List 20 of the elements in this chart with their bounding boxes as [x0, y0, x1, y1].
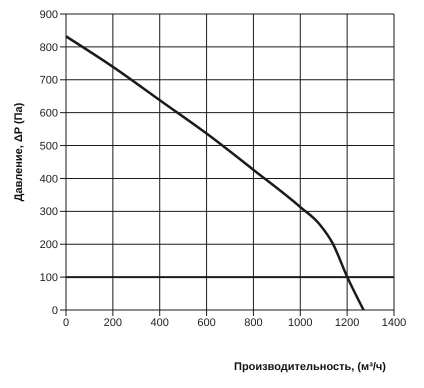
x-tick-label: 0	[62, 316, 70, 329]
y-tick-label: 900	[40, 8, 58, 21]
y-tick-label: 100	[40, 272, 58, 284]
y-tick-label: 800	[40, 42, 58, 54]
y-tick-label: 600	[40, 108, 58, 120]
y-axis-title: Давление, ΔP (Па)	[12, 102, 25, 202]
y-tick-label: 0	[52, 304, 58, 317]
x-tick-label: 600	[197, 316, 216, 329]
x-tick-label: 1200	[334, 316, 360, 329]
x-tick-label: 400	[150, 316, 169, 329]
y-tick-label: 700	[40, 74, 58, 87]
y-tick-label: 300	[40, 206, 58, 218]
x-axis-title: Производительность, (м³/ч)	[234, 360, 386, 373]
x-tick-label: 1400	[382, 316, 406, 329]
y-tick-label: 500	[40, 140, 58, 152]
x-tick-label: 800	[244, 316, 263, 329]
y-tick-label: 400	[40, 173, 58, 186]
x-tick-label: 1000	[288, 316, 313, 329]
x-tick-label: 200	[104, 316, 122, 329]
y-tick-label: 200	[40, 239, 58, 252]
